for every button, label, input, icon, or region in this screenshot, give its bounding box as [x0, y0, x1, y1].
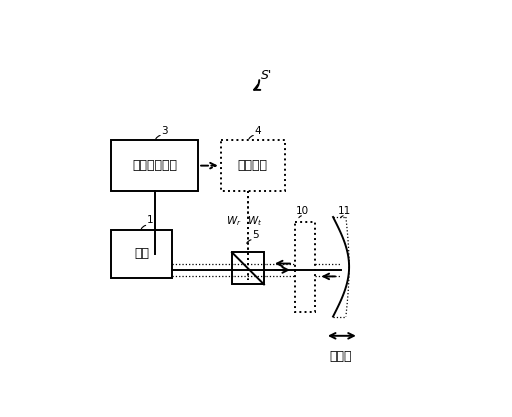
Text: 3: 3	[161, 126, 168, 136]
Text: $W_t$: $W_t$	[247, 214, 262, 228]
Text: 4: 4	[254, 126, 261, 136]
Bar	[112, 230, 173, 278]
Text: 5: 5	[252, 230, 259, 240]
Bar	[232, 252, 264, 284]
Text: 1: 1	[147, 216, 154, 226]
Text: $W_r$: $W_r$	[226, 214, 242, 228]
Bar	[112, 140, 198, 191]
Text: 11: 11	[337, 206, 351, 216]
Bar	[221, 140, 285, 191]
Text: S': S'	[261, 69, 272, 82]
Text: 情報処理装置: 情報処理装置	[132, 159, 177, 172]
Bar	[294, 222, 315, 312]
Text: 撏像装置: 撏像装置	[238, 159, 268, 172]
Text: シフト: シフト	[330, 350, 352, 363]
Text: 10: 10	[296, 206, 309, 216]
Text: 光源: 光源	[135, 247, 150, 261]
